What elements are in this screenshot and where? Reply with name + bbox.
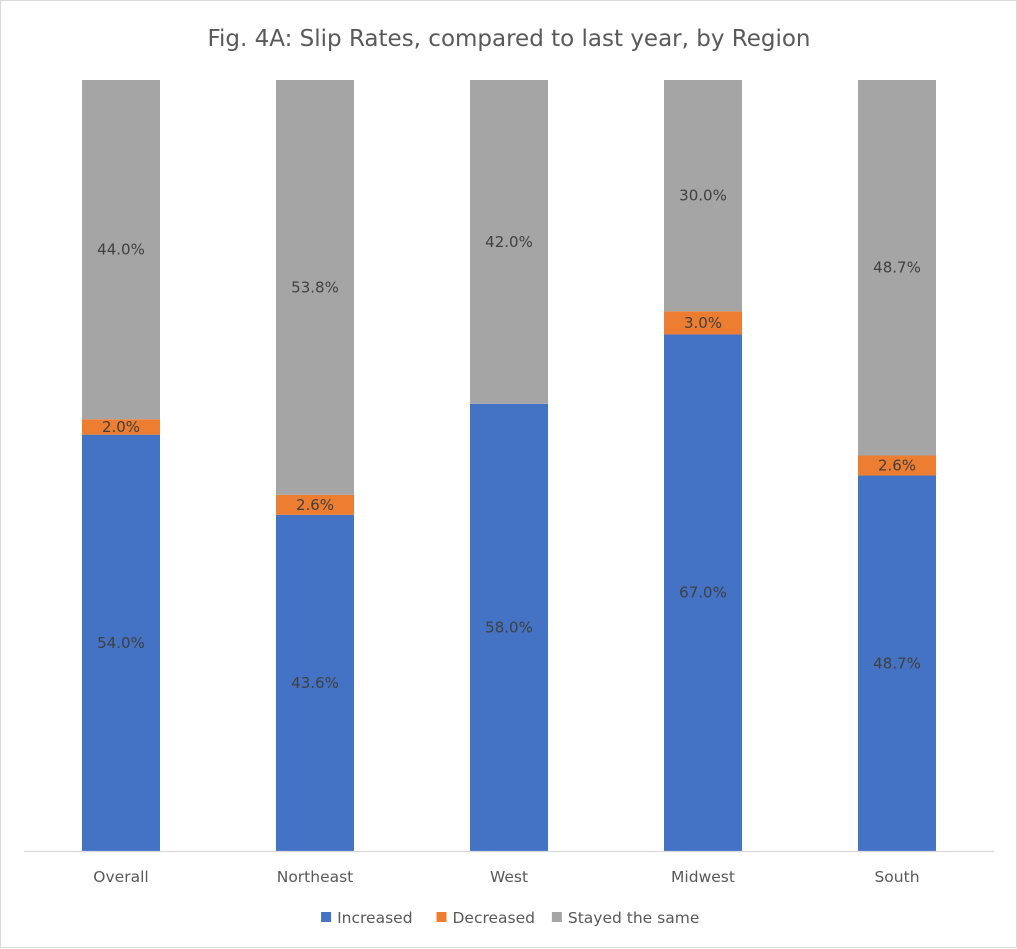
legend-item-stayed-the-same: Stayed the same: [551, 909, 699, 927]
x-tick-label-midwest: Midwest: [671, 868, 735, 886]
legend: Increased Decreased Stayed the same: [321, 909, 699, 927]
bar-stayed-the-same-south: [858, 80, 936, 456]
data-label-increased-northeast: 43.6%: [291, 674, 339, 692]
bar-stayed-the-same-northeast: [276, 80, 354, 495]
legend-label-increased: Increased: [337, 909, 412, 927]
legend-swatch-stayed-the-same: [551, 912, 562, 922]
bar-increased-midwest: [664, 334, 742, 851]
data-label-stayed-the-same-south: 48.7%: [873, 259, 921, 277]
bar-increased-west: [470, 403, 548, 851]
data-label-increased-midwest: 67.0%: [679, 584, 727, 602]
chart-title: Fig. 4A: Slip Rates, compared to last ye…: [207, 26, 810, 52]
bar-stayed-the-same-overall: [82, 80, 160, 420]
data-label-stayed-the-same-west: 42.0%: [485, 233, 533, 251]
legend-swatch-decreased: [436, 912, 447, 922]
legend-label-stayed-the-same: Stayed the same: [568, 909, 699, 927]
data-label-stayed-the-same-northeast: 53.8%: [291, 278, 339, 296]
data-label-stayed-the-same-overall: 44.0%: [97, 241, 145, 259]
bar-stayed-the-same-midwest: [664, 80, 742, 312]
data-label-increased-south: 48.7%: [873, 654, 921, 672]
bar-increased-northeast: [276, 514, 354, 851]
bar-stayed-the-same-west: [470, 80, 548, 404]
bar-increased-overall: [82, 434, 160, 851]
x-axis: Overall Northeast West Midwest South: [24, 850, 994, 886]
bar-increased-south: [858, 475, 936, 851]
legend-label-decreased: Decreased: [453, 909, 536, 927]
x-tick-label-northeast: Northeast: [277, 868, 354, 886]
data-label-increased-west: 58.0%: [485, 618, 533, 636]
legend-item-decreased: Decreased: [436, 909, 536, 927]
data-label-decreased-south: 2.6%: [878, 457, 916, 475]
bar-decreased-northeast: [276, 494, 354, 515]
data-label-stayed-the-same-midwest: 30.0%: [679, 187, 727, 205]
data-label-increased-overall: 54.0%: [97, 634, 145, 652]
legend-swatch-increased: [321, 912, 332, 922]
bar-decreased-overall: [82, 419, 160, 435]
bar-decreased-south: [858, 455, 936, 476]
bar-decreased-midwest: [664, 311, 742, 335]
legend-item-increased: Increased: [321, 909, 413, 927]
data-label-decreased-overall: 2.0%: [102, 418, 140, 436]
data-label-decreased-northeast: 2.6%: [296, 496, 334, 514]
plot-area: 54.0% 2.0% 44.0% 43.6% 2.6% 53.8% 58.0% 42.0% 67…: [82, 80, 936, 851]
data-label-decreased-midwest: 3.0%: [684, 314, 722, 332]
x-tick-label-west: West: [490, 868, 528, 886]
x-tick-label-south: South: [874, 868, 919, 886]
x-tick-label-overall: Overall: [93, 868, 148, 886]
